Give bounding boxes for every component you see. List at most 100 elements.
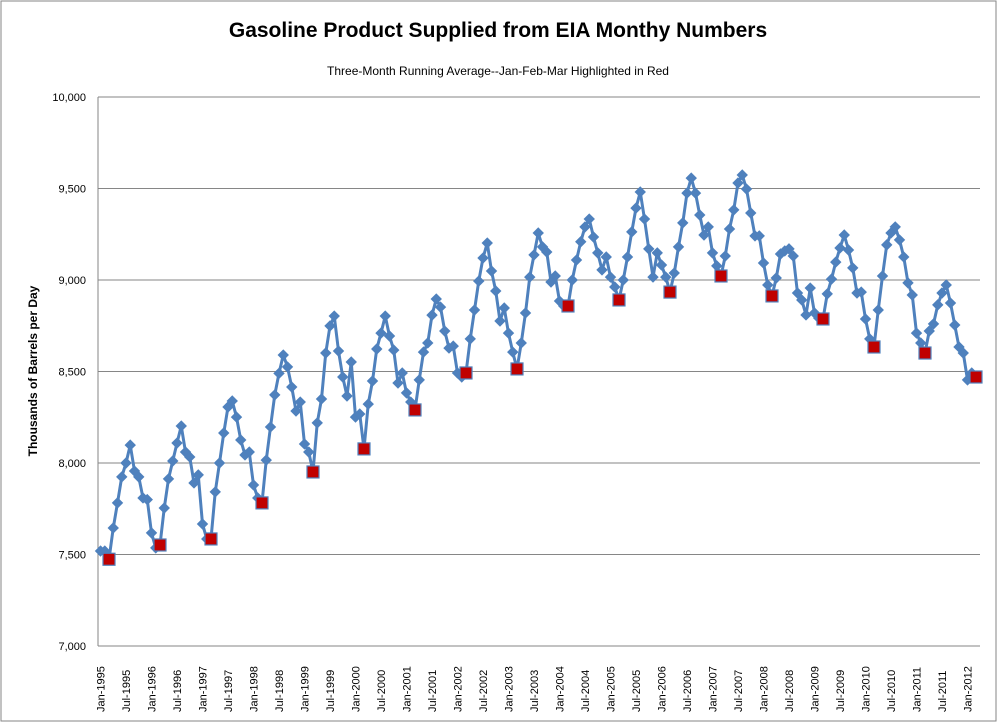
data-point [388, 344, 400, 356]
data-point-highlighted [255, 496, 269, 510]
data-point [532, 227, 544, 239]
data-point [549, 270, 561, 282]
data-point [842, 244, 855, 256]
data-point [196, 518, 209, 530]
data-point [141, 493, 153, 506]
data-point [859, 313, 872, 325]
data-point-highlighted [102, 552, 116, 566]
data-point [400, 387, 413, 399]
data-point [243, 446, 255, 458]
data-point [311, 417, 323, 429]
data-point [600, 251, 612, 263]
data-point-highlighted [714, 269, 728, 283]
data-point [719, 250, 731, 262]
data-point [541, 246, 553, 258]
data-point [668, 267, 680, 279]
data-point [324, 320, 336, 332]
data-point [392, 377, 404, 389]
y-axis-ticks: 7,000 7,500 8,000 8,500 9,000 9,500 10,000 [52, 92, 86, 653]
data-point [116, 471, 128, 483]
data-point [464, 333, 476, 345]
chart-subtitle: Three-Month Running Average--Jan-Feb-Mar… [327, 64, 669, 78]
data-point [783, 243, 795, 255]
data-point [889, 221, 901, 233]
data-point-highlighted [153, 538, 167, 552]
data-point [702, 221, 714, 233]
x-tick-label: Jul-1997 [223, 670, 235, 712]
x-tick-label: Jan-1998 [249, 666, 261, 712]
data-point [341, 390, 353, 402]
data-point [596, 264, 608, 276]
data-point [269, 389, 281, 401]
data-point [413, 374, 425, 386]
data-point [417, 346, 430, 358]
data-point [634, 186, 646, 198]
data-point [290, 405, 302, 417]
data-point [315, 393, 328, 405]
data-point-highlighted [867, 340, 881, 354]
data-point [787, 250, 799, 262]
data-point-highlighted [969, 370, 983, 384]
data-point [706, 247, 719, 259]
x-axis-ticks: Jan-1995 Jul-1995 Jan-1996 Jul-1996 Jan-1997… [96, 666, 975, 712]
x-tick-label: Jan-1999 [300, 666, 312, 712]
data-point [430, 293, 442, 305]
data-point [830, 256, 842, 268]
x-tick-label: Jul-1996 [172, 670, 184, 712]
data-point [209, 486, 221, 498]
data-point [923, 325, 935, 337]
data-point [298, 438, 311, 450]
data-point [570, 254, 583, 266]
data-point [626, 226, 638, 238]
data-point [732, 177, 744, 189]
data-point [898, 251, 910, 263]
data-point [587, 231, 600, 243]
data-point [609, 281, 621, 293]
data-point-highlighted [459, 366, 473, 380]
data-point [277, 349, 289, 361]
data-point [477, 252, 489, 264]
data-point [834, 242, 846, 254]
data-point [230, 411, 243, 423]
data-point [936, 287, 948, 299]
x-tick-label: Jan-2009 [810, 666, 822, 712]
x-tick-label: Jul-2009 [835, 670, 847, 712]
data-point [604, 271, 617, 283]
x-tick-label: Jul-2010 [886, 670, 898, 712]
data-point [481, 237, 493, 249]
data-point [286, 381, 298, 393]
data-point-highlighted [357, 442, 371, 456]
x-tick-label: Jul-1995 [121, 670, 133, 712]
data-point [345, 356, 357, 368]
data-point [804, 282, 816, 294]
data-point [910, 327, 923, 339]
data-point [175, 420, 187, 432]
data-point [757, 257, 770, 269]
data-point [575, 236, 587, 248]
data-point [422, 337, 434, 349]
data-point [944, 297, 957, 309]
data-point [524, 271, 536, 283]
data-point-highlighted [306, 465, 320, 479]
data-point [145, 527, 158, 539]
data-point-highlighted [816, 312, 830, 326]
y-axis-label: Thousands of Barrels per Day [26, 285, 40, 456]
data-point [447, 340, 459, 352]
data-point [515, 337, 527, 349]
data-point [957, 347, 969, 359]
data-point-highlighted [408, 403, 422, 417]
data-point [647, 271, 659, 283]
data-point [133, 471, 145, 483]
data-point [247, 479, 260, 491]
data-point [218, 427, 230, 439]
x-tick-label: Jul-2008 [784, 670, 796, 712]
data-point [434, 301, 447, 313]
data-point [124, 439, 136, 451]
x-tick-label: Jul-2004 [580, 670, 592, 712]
x-tick-label: Jan-2006 [657, 666, 669, 712]
data-point-highlighted [612, 293, 626, 307]
data-point [617, 274, 629, 286]
data-point [876, 270, 889, 282]
x-tick-label: Jan-2011 [912, 667, 924, 712]
